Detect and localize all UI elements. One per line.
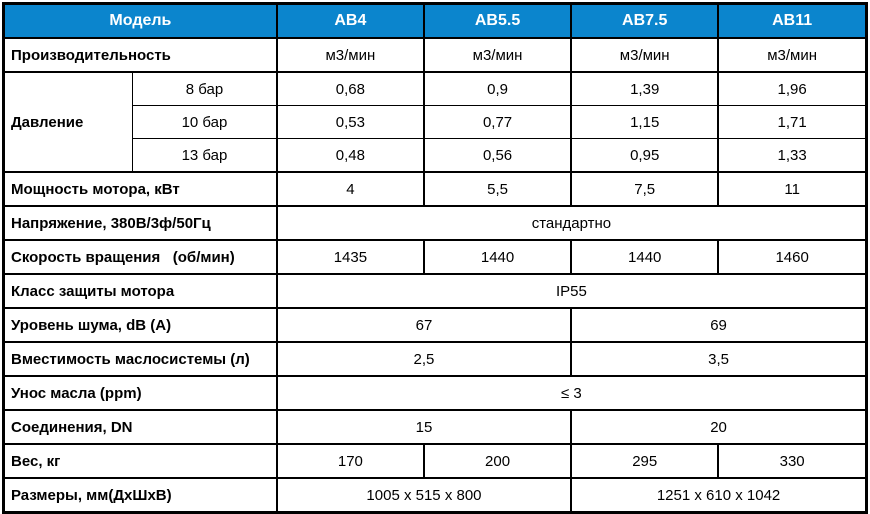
value-cell: 1005 x 515 x 800: [275, 477, 573, 514]
pressure-sublabel: 10 бар: [132, 105, 278, 139]
value-cell: 5,5: [422, 171, 573, 207]
value-cell: 1,71: [717, 105, 868, 139]
value-cell: 295: [570, 443, 720, 479]
row-protection-class: Класс защиты мотора IP55: [2, 273, 868, 309]
value-cell: 1,39: [570, 71, 720, 106]
column-header-ab11: AB11: [717, 2, 868, 39]
value-cell: IP55: [275, 273, 868, 309]
row-label: Унос масла (ppm): [2, 375, 278, 411]
value-cell: 0,95: [570, 138, 720, 173]
value-cell: 1,96: [717, 71, 868, 106]
value-cell: 7,5: [570, 171, 720, 207]
value-cell: м3/мин: [570, 37, 720, 73]
value-cell: 330: [717, 443, 868, 479]
row-rotation-speed: Скорость вращения (об/мин) 1435 1440 144…: [2, 239, 868, 275]
row-weight: Вес, кг 170 200 295 330: [2, 443, 868, 479]
pressure-sublabel: 8 бар: [132, 71, 278, 106]
row-pressure-8bar: Давление 8 бар 0,68 0,9 1,39 1,96: [2, 71, 868, 173]
value-cell: м3/мин: [275, 37, 425, 73]
value-cell: 11: [717, 171, 868, 207]
value-cell: 1440: [570, 239, 720, 275]
row-oil-capacity: Вместимость маслосистемы (л) 2,5 3,5: [2, 341, 868, 377]
value-cell: 69: [570, 307, 868, 343]
row-noise-level: Уровень шума, dB (А) 67 69: [2, 307, 868, 343]
value-cell: 20: [570, 409, 868, 445]
header-row: Модель AB4 AB5.5 AB7.5 AB11: [2, 2, 868, 39]
value-cell: 1460: [717, 239, 868, 275]
value-cell: 67: [275, 307, 573, 343]
column-header-ab7-5: AB7.5: [570, 2, 720, 39]
row-label: Вес, кг: [2, 443, 278, 479]
value-cell: 1435: [275, 239, 425, 275]
row-label: Уровень шума, dB (А): [2, 307, 278, 343]
value-cell: 4: [275, 171, 425, 207]
row-productivity: Производительность м3/мин м3/мин м3/мин …: [2, 37, 868, 73]
pressure-sublabel: 13 бар: [132, 138, 278, 173]
row-dimensions: Размеры, мм(ДхШхВ) 1005 x 515 x 800 1251…: [2, 477, 868, 514]
row-label: Мощность мотора, кВт: [2, 171, 278, 207]
value-cell: м3/мин: [717, 37, 868, 73]
row-connections: Соединения, DN 15 20: [2, 409, 868, 445]
value-cell: 0,53: [275, 105, 425, 139]
value-cell: 0,68: [275, 71, 425, 106]
value-cell: 3,5: [570, 341, 868, 377]
value-cell: 2,5: [275, 341, 573, 377]
value-cell: 0,77: [422, 105, 573, 139]
value-cell: 1,15: [570, 105, 720, 139]
value-cell: 1440: [422, 239, 573, 275]
value-cell: 0,56: [422, 138, 573, 173]
model-header-cell: Модель: [2, 2, 278, 39]
row-label: Вместимость маслосистемы (л): [2, 341, 278, 377]
row-oil-carryover: Унос масла (ppm) ≤ 3: [2, 375, 868, 411]
value-cell: 1,33: [717, 138, 868, 173]
row-label: Класс защиты мотора: [2, 273, 278, 309]
row-label: Размеры, мм(ДхШхВ): [2, 477, 278, 514]
value-cell: 0,9: [422, 71, 573, 106]
value-cell: 15: [275, 409, 573, 445]
row-motor-power: Мощность мотора, кВт 4 5,5 7,5 11: [2, 171, 868, 207]
value-cell: м3/мин: [422, 37, 573, 73]
value-cell: стандартно: [275, 205, 868, 241]
value-cell: 200: [422, 443, 573, 479]
row-pressure-10bar: 10 бар 0,53 0,77 1,15 1,71: [4, 105, 868, 139]
value-cell: 1251 x 610 x 1042: [570, 477, 868, 514]
column-header-ab5-5: AB5.5: [422, 2, 573, 39]
row-label: Соединения, DN: [2, 409, 278, 445]
row-label: Скорость вращения (об/мин): [2, 239, 278, 275]
row-label: Напряжение, 380В/3ф/50Гц: [2, 205, 278, 241]
value-cell: 0,48: [275, 138, 425, 173]
value-cell: 170: [275, 443, 425, 479]
row-pressure-13bar: 13 бар 0,48 0,56 0,95 1,33: [4, 138, 868, 173]
column-header-ab4: AB4: [275, 2, 425, 39]
row-label: Производительность: [2, 37, 278, 73]
row-voltage: Напряжение, 380В/3ф/50Гц стандартно: [2, 205, 868, 241]
value-cell: ≤ 3: [275, 375, 868, 411]
row-label-pressure: Давление: [2, 71, 134, 173]
